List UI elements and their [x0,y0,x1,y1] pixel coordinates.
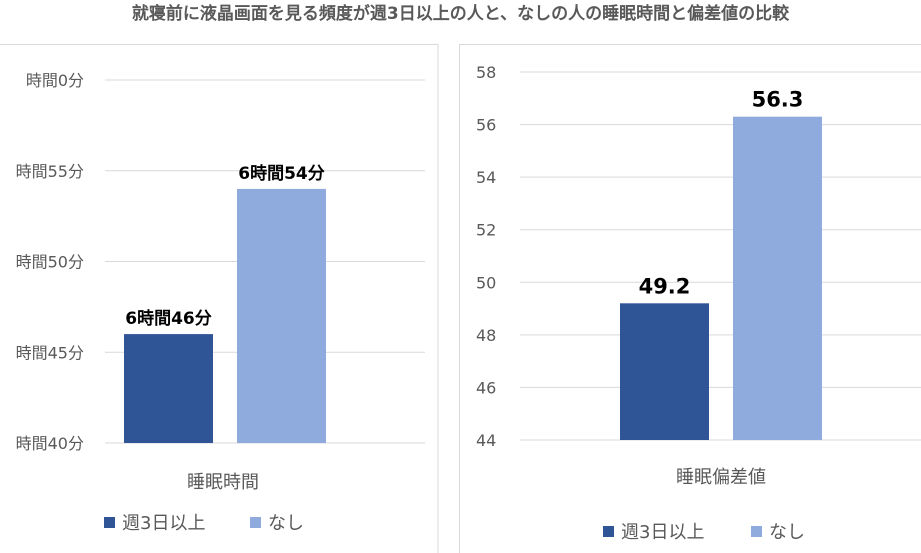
category-label: 睡眠偏差値 [676,467,766,488]
left-panel-frame [0,44,439,553]
legend-swatch [603,526,614,537]
legend-label: 週3日以上 [122,513,205,534]
legend-label: なし [769,522,805,543]
y-tick-label: 44 [476,431,496,450]
bar [620,303,709,440]
y-tick-label: 56 [476,116,496,135]
legend-swatch [751,526,762,537]
legend-swatch [250,517,261,528]
bar [237,188,326,443]
bar [124,334,213,443]
y-tick-label: 時間45分 [16,343,84,362]
data-label: 6時間46分 [125,308,212,329]
chart-title: 就寝前に液晶画面を見る頻度が週3日以上の人と、なしの人の睡眠時間と偏差値の比較 [131,4,790,24]
bar [733,116,822,440]
data-label: 6時間54分 [238,163,325,184]
category-label: 睡眠時間 [187,472,259,493]
y-tick-label: 54 [476,168,496,187]
y-tick-label: 46 [476,378,496,397]
y-tick-label: 時間50分 [16,253,84,272]
y-tick-label: 52 [476,221,496,240]
legend-label: なし [268,513,304,534]
data-label: 49.2 [639,274,691,298]
y-tick-label: 時間55分 [16,162,84,181]
y-tick-label: 50 [476,273,496,292]
y-tick-label: 48 [476,326,496,345]
y-tick-label: 時間0分 [26,71,84,90]
y-tick-label: 時間40分 [16,434,84,453]
right-panel-frame [459,44,921,553]
y-tick-label: 58 [476,63,496,82]
data-label: 56.3 [752,88,804,112]
legend-swatch [104,517,115,528]
legend-label: 週3日以上 [621,522,704,543]
